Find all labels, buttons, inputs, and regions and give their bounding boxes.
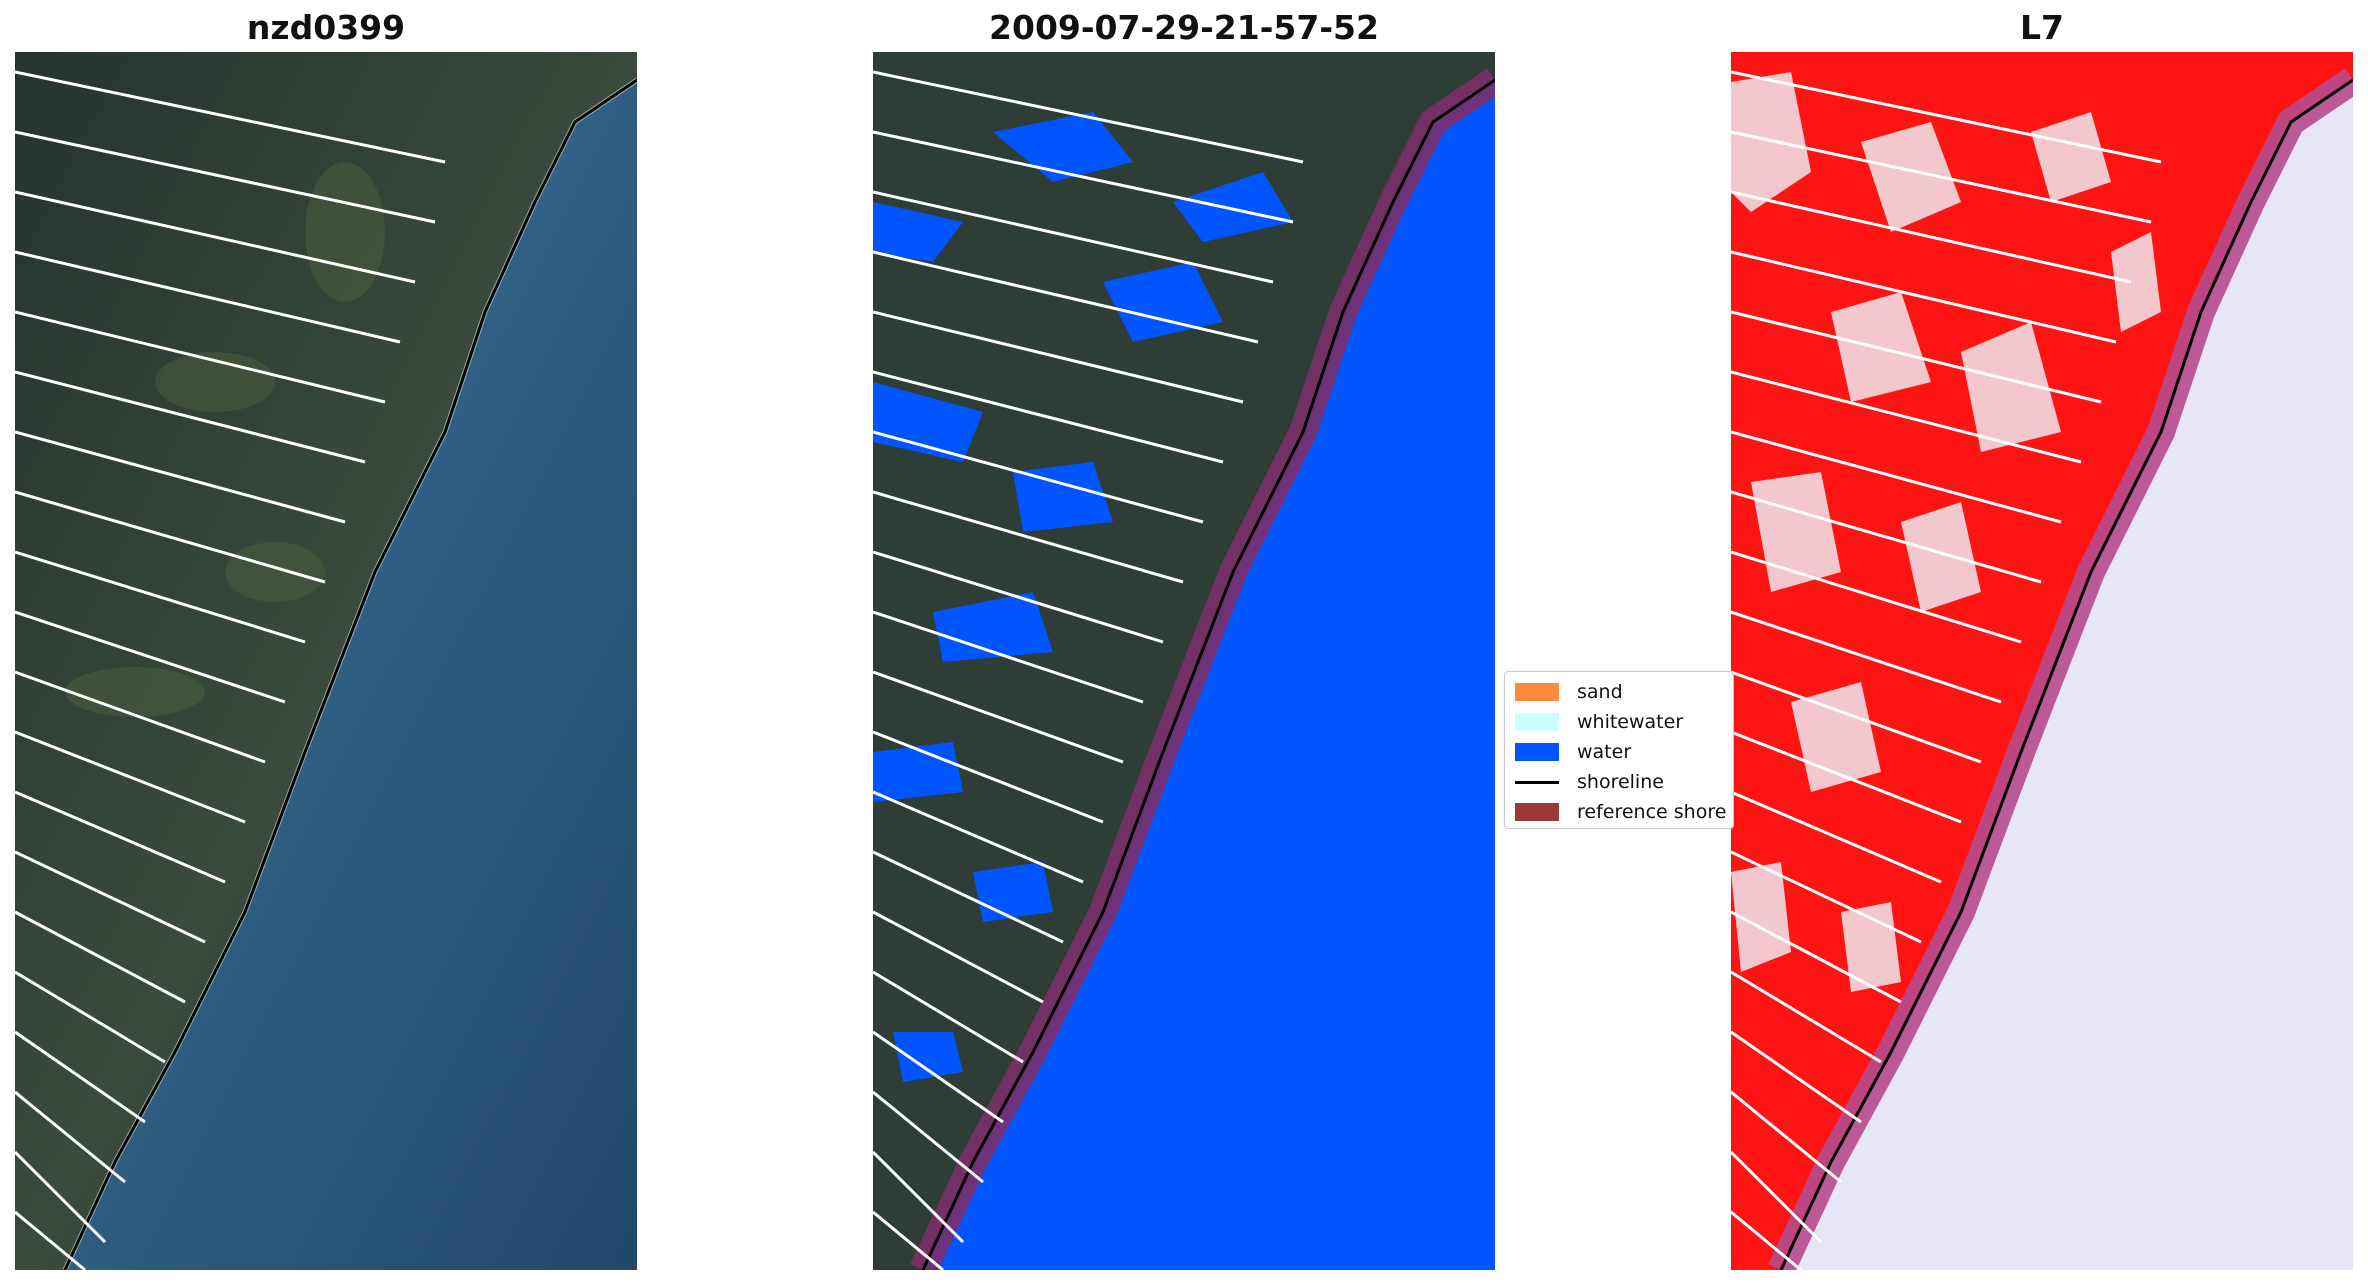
legend-label-shoreline: shoreline xyxy=(1577,771,1664,793)
classified-image-panel xyxy=(873,52,1495,1270)
legend-label-reference-shore: reference shore xyxy=(1577,801,1727,823)
rgb-image-panel xyxy=(15,52,637,1270)
legend-item-shoreline: shoreline xyxy=(1515,770,1664,794)
classified-image xyxy=(873,52,1495,1270)
legend-item-reference-shore: reference shore xyxy=(1515,800,1726,824)
panel-title-classified: 2009-07-29-21-57-52 xyxy=(989,8,1379,47)
legend-item-sand: sand xyxy=(1515,680,1623,704)
legend: sand whitewater water shoreline referenc… xyxy=(1504,671,1734,829)
panel-title-index: L7 xyxy=(2020,8,2064,47)
legend-swatch-reference-shore xyxy=(1515,803,1559,821)
scan-line-gaps xyxy=(15,70,446,1270)
legend-line-shoreline xyxy=(1515,780,1559,784)
legend-swatch-water xyxy=(1515,743,1559,761)
legend-label-water: water xyxy=(1577,741,1632,763)
index-image xyxy=(1731,52,2353,1270)
legend-swatch-sand xyxy=(1515,683,1559,701)
water-class-patches xyxy=(873,112,1293,1082)
index-image-panel xyxy=(1731,52,2353,1270)
legend-item-water: water xyxy=(1515,740,1631,764)
rgb-image xyxy=(15,52,637,1270)
legend-label-whitewater: whitewater xyxy=(1577,711,1684,733)
legend-item-whitewater: whitewater xyxy=(1515,710,1683,734)
legend-swatch-whitewater xyxy=(1515,713,1559,731)
legend-label-sand: sand xyxy=(1577,681,1623,703)
panel-title-rgb: nzd0399 xyxy=(246,8,406,47)
